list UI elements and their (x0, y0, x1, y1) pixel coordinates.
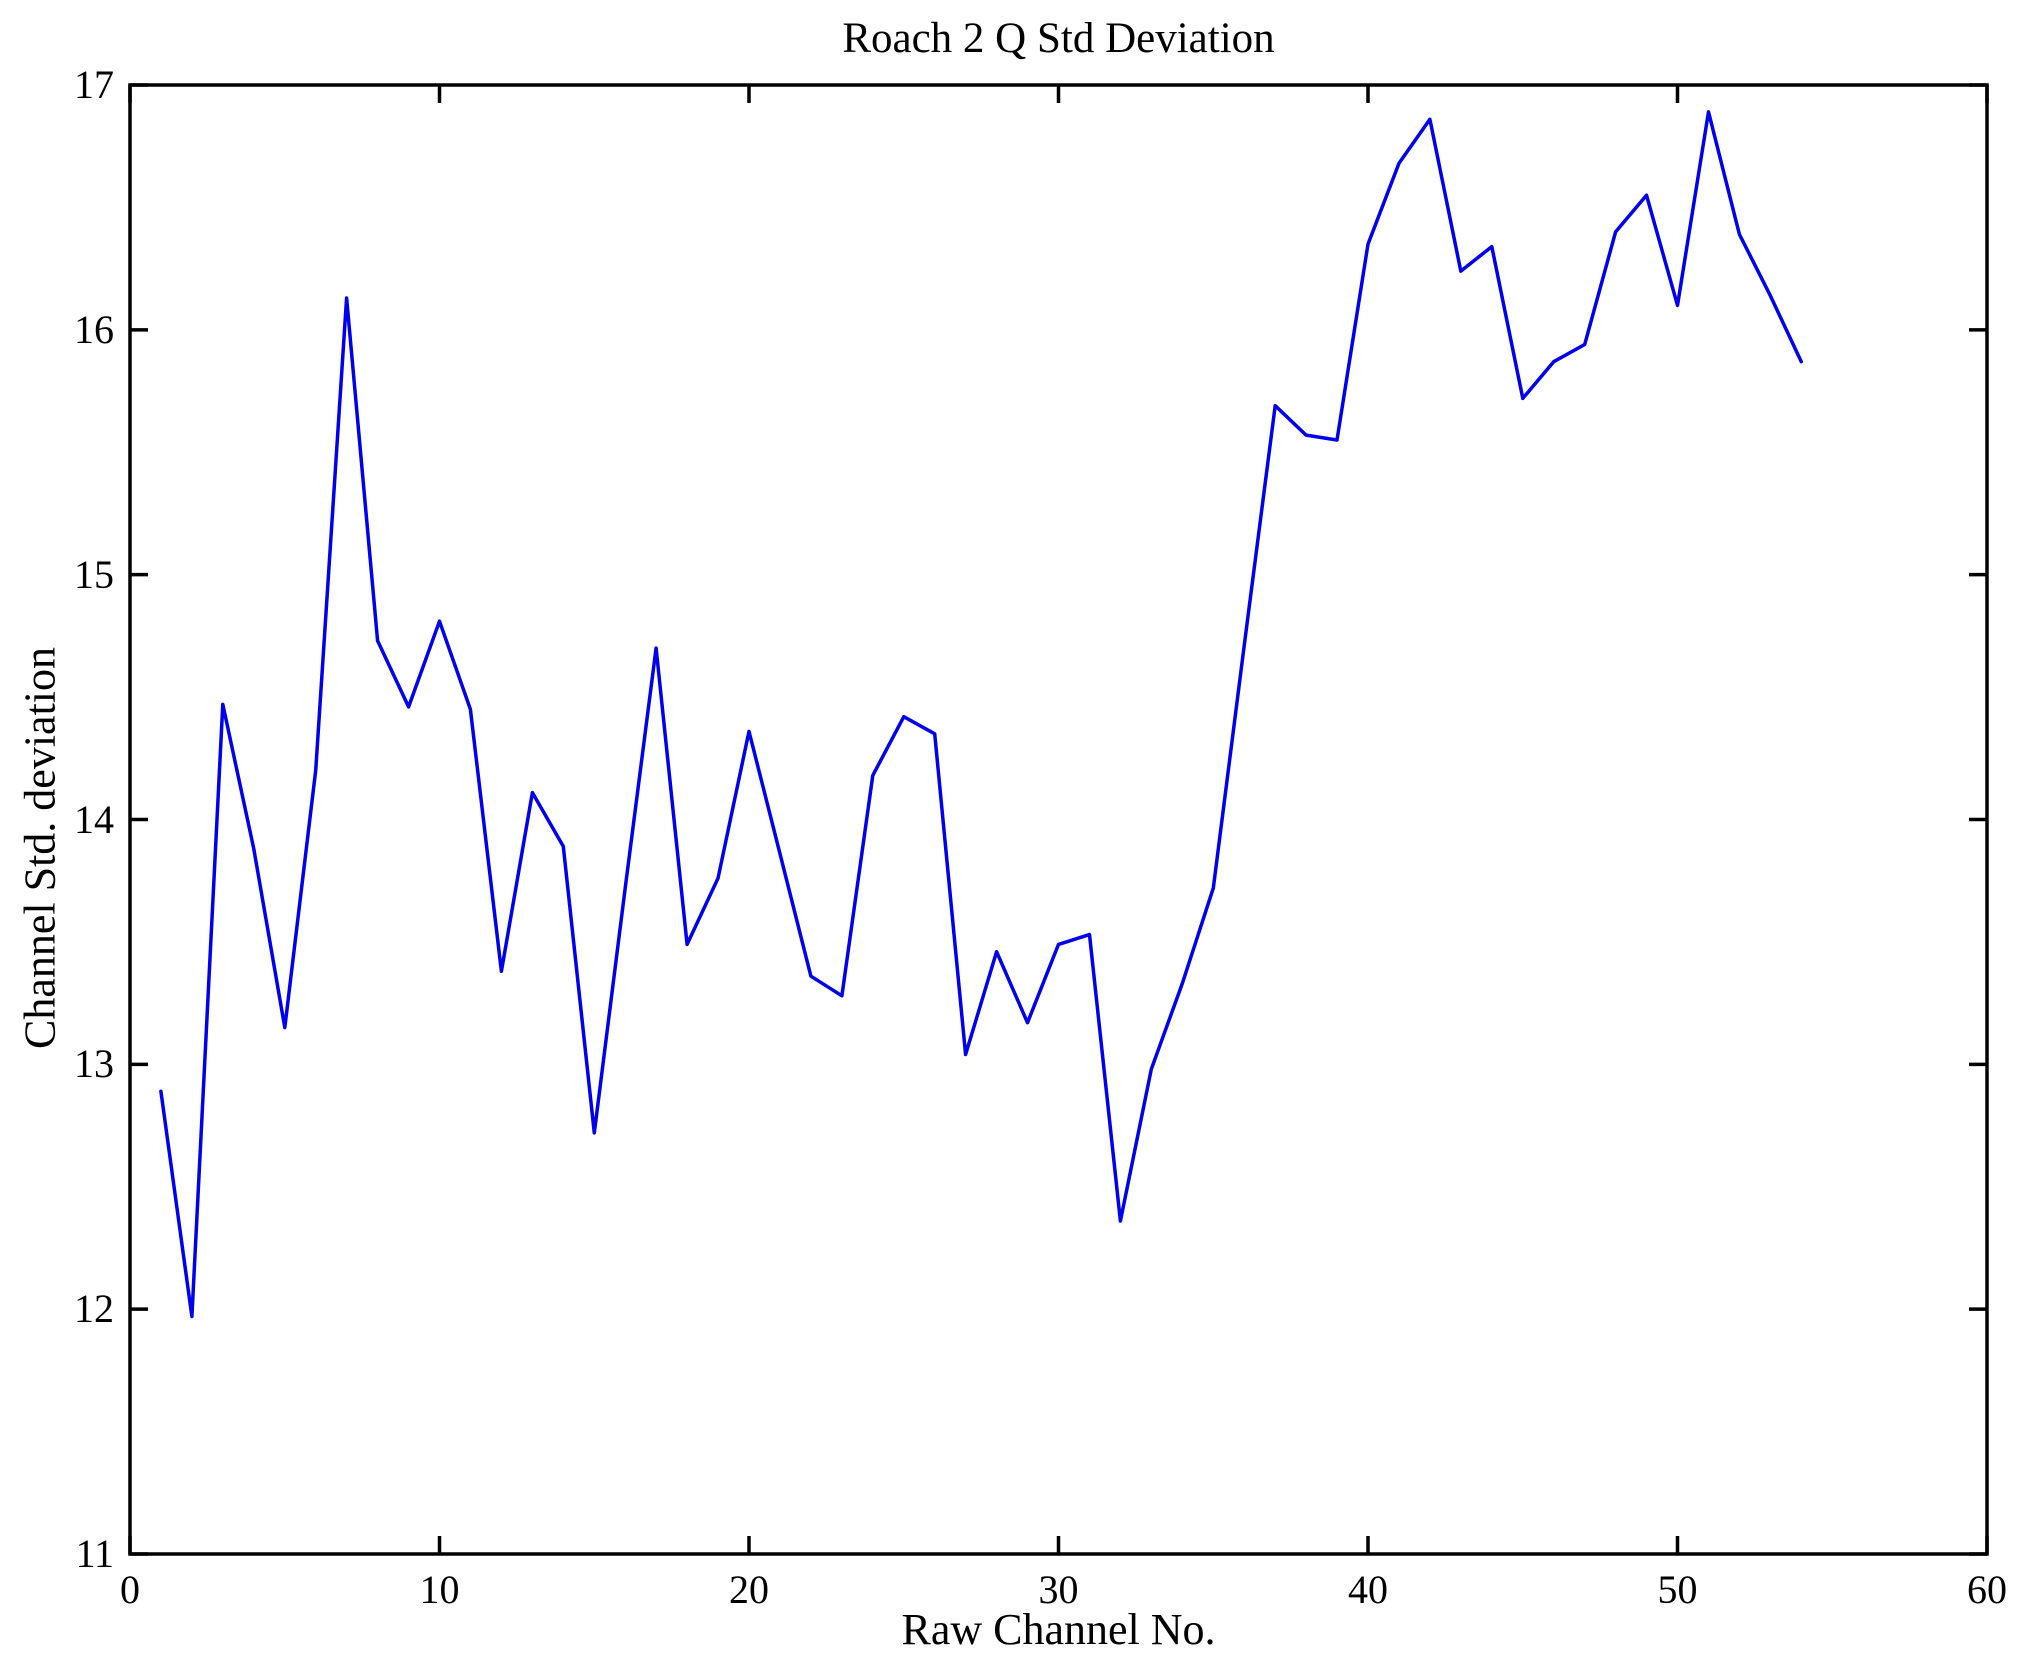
plot-box (128, 83, 1989, 1556)
data-line (159, 110, 1804, 1319)
y-tick-label: 11 (75, 1531, 114, 1576)
x-tick-label: 60 (1967, 1567, 2007, 1612)
y-tick-label: 14 (74, 796, 114, 842)
chart-title: Roach 2 Q Std Deviation (842, 15, 1275, 62)
x-axis-label: Raw Channel No. (901, 1605, 1216, 1654)
y-tick-label: 17 (74, 62, 114, 107)
x-tick-label: 20 (729, 1567, 769, 1612)
x-tick-label: 0 (120, 1567, 140, 1612)
y-tick-label: 15 (74, 551, 114, 597)
x-tick-label: 10 (419, 1567, 460, 1612)
y-tick-label: 12 (74, 1286, 114, 1332)
y-tick-label: 13 (74, 1041, 114, 1087)
x-tick-label: 50 (1657, 1567, 1698, 1612)
x-tick-label: 40 (1348, 1567, 1388, 1612)
y-axis-label: Channel Std. deviation (15, 646, 65, 1050)
x-tick-label: 30 (1038, 1567, 1079, 1612)
y-tick-label: 16 (74, 306, 114, 352)
